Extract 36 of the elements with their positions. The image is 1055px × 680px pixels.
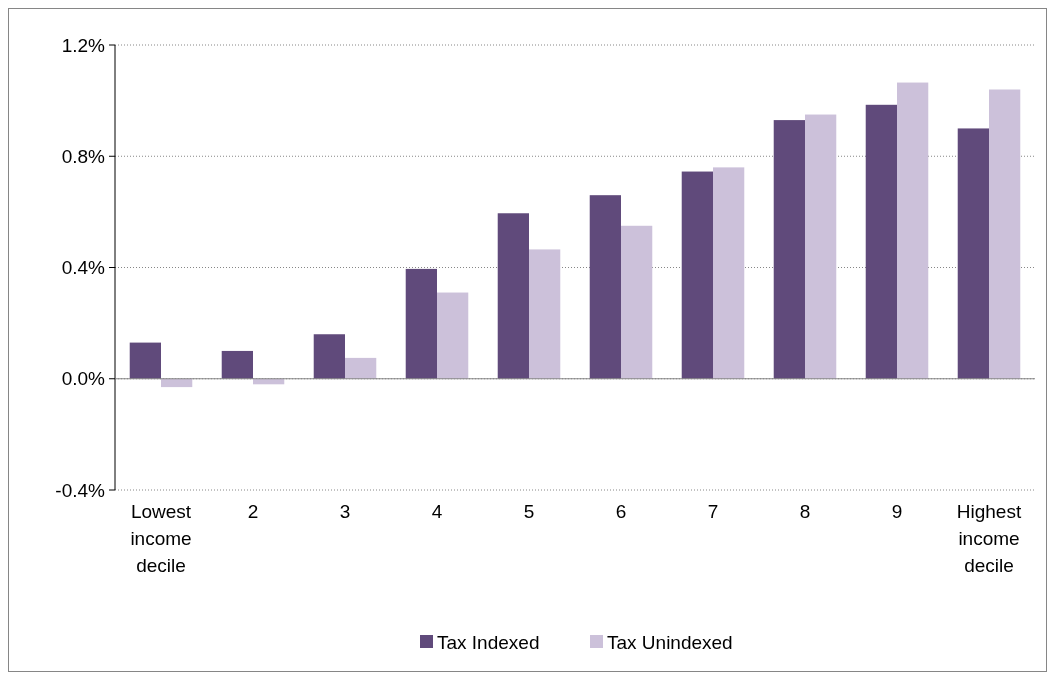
- bar: [497, 213, 529, 379]
- bar: [221, 350, 253, 379]
- bar: [989, 89, 1021, 379]
- x-tick-label: 9: [891, 501, 903, 522]
- x-tick-label: 2: [247, 501, 259, 522]
- bar: [589, 195, 621, 379]
- bar: [437, 292, 469, 379]
- x-tick-label: 7: [707, 501, 719, 522]
- bar: [713, 167, 745, 379]
- bar: [865, 104, 897, 379]
- bar: [129, 342, 161, 379]
- y-tick-label: 0.8%: [61, 145, 106, 167]
- y-tick-label: -0.4%: [55, 479, 106, 501]
- x-tick-label: Highest income decile: [956, 501, 1022, 576]
- legend-label: Tax Indexed: [437, 631, 540, 653]
- x-tick-label: 4: [431, 501, 443, 522]
- bar: [957, 128, 989, 379]
- legend-label: Tax Unindexed: [607, 631, 733, 653]
- bar: [161, 378, 193, 388]
- bar: [405, 268, 437, 379]
- bar: [345, 357, 377, 379]
- y-tick-label: 0.0%: [61, 368, 106, 390]
- x-tick-label: 3: [339, 501, 351, 522]
- bar: [529, 249, 561, 379]
- bar: [773, 120, 805, 379]
- x-tick-label: 5: [523, 501, 535, 522]
- x-tick-label: 8: [799, 501, 811, 522]
- x-tick-label: 6: [615, 501, 627, 522]
- y-tick-label: 0.4%: [61, 257, 106, 279]
- bar: [681, 171, 713, 379]
- bar: [621, 225, 653, 379]
- y-tick-label: 1.2%: [61, 34, 106, 56]
- bar: [897, 82, 929, 379]
- x-tick-label: Lowest income decile: [130, 501, 192, 576]
- bar: [313, 334, 345, 379]
- bar: [805, 114, 837, 379]
